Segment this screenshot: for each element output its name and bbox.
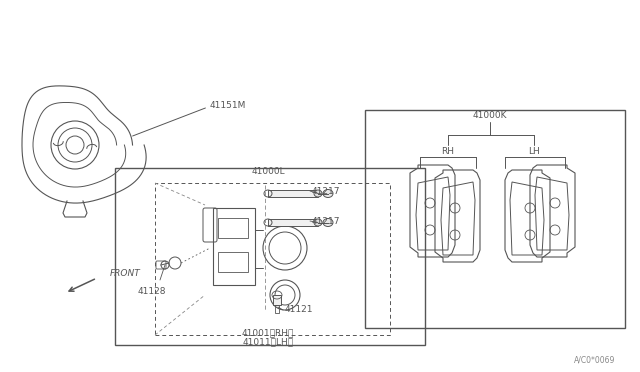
Ellipse shape — [323, 189, 333, 198]
Text: A/C0*0069: A/C0*0069 — [574, 356, 616, 365]
Text: 41121: 41121 — [285, 305, 314, 314]
Bar — [273, 295, 281, 305]
Text: 41128: 41128 — [138, 288, 166, 296]
Text: 41011〈LH〉: 41011〈LH〉 — [243, 337, 294, 346]
Text: FRONT: FRONT — [110, 269, 141, 278]
Ellipse shape — [323, 218, 333, 227]
Bar — [155, 183, 390, 335]
Ellipse shape — [314, 219, 322, 226]
Ellipse shape — [314, 190, 322, 197]
Bar — [218, 218, 248, 238]
Text: RH: RH — [442, 147, 454, 155]
Bar — [268, 190, 318, 197]
Text: 41000L: 41000L — [251, 167, 285, 176]
Text: LH: LH — [528, 147, 540, 155]
Text: 41217: 41217 — [312, 186, 340, 196]
Text: 41001〈RH〉: 41001〈RH〉 — [242, 328, 294, 337]
Bar — [115, 168, 425, 345]
Bar — [268, 219, 318, 226]
Bar — [218, 252, 248, 272]
Bar — [365, 110, 625, 328]
Text: 41217: 41217 — [312, 217, 340, 225]
Text: 41000K: 41000K — [473, 110, 508, 119]
Text: 41151M: 41151M — [210, 102, 246, 110]
Bar — [213, 208, 255, 285]
Bar — [275, 305, 279, 313]
